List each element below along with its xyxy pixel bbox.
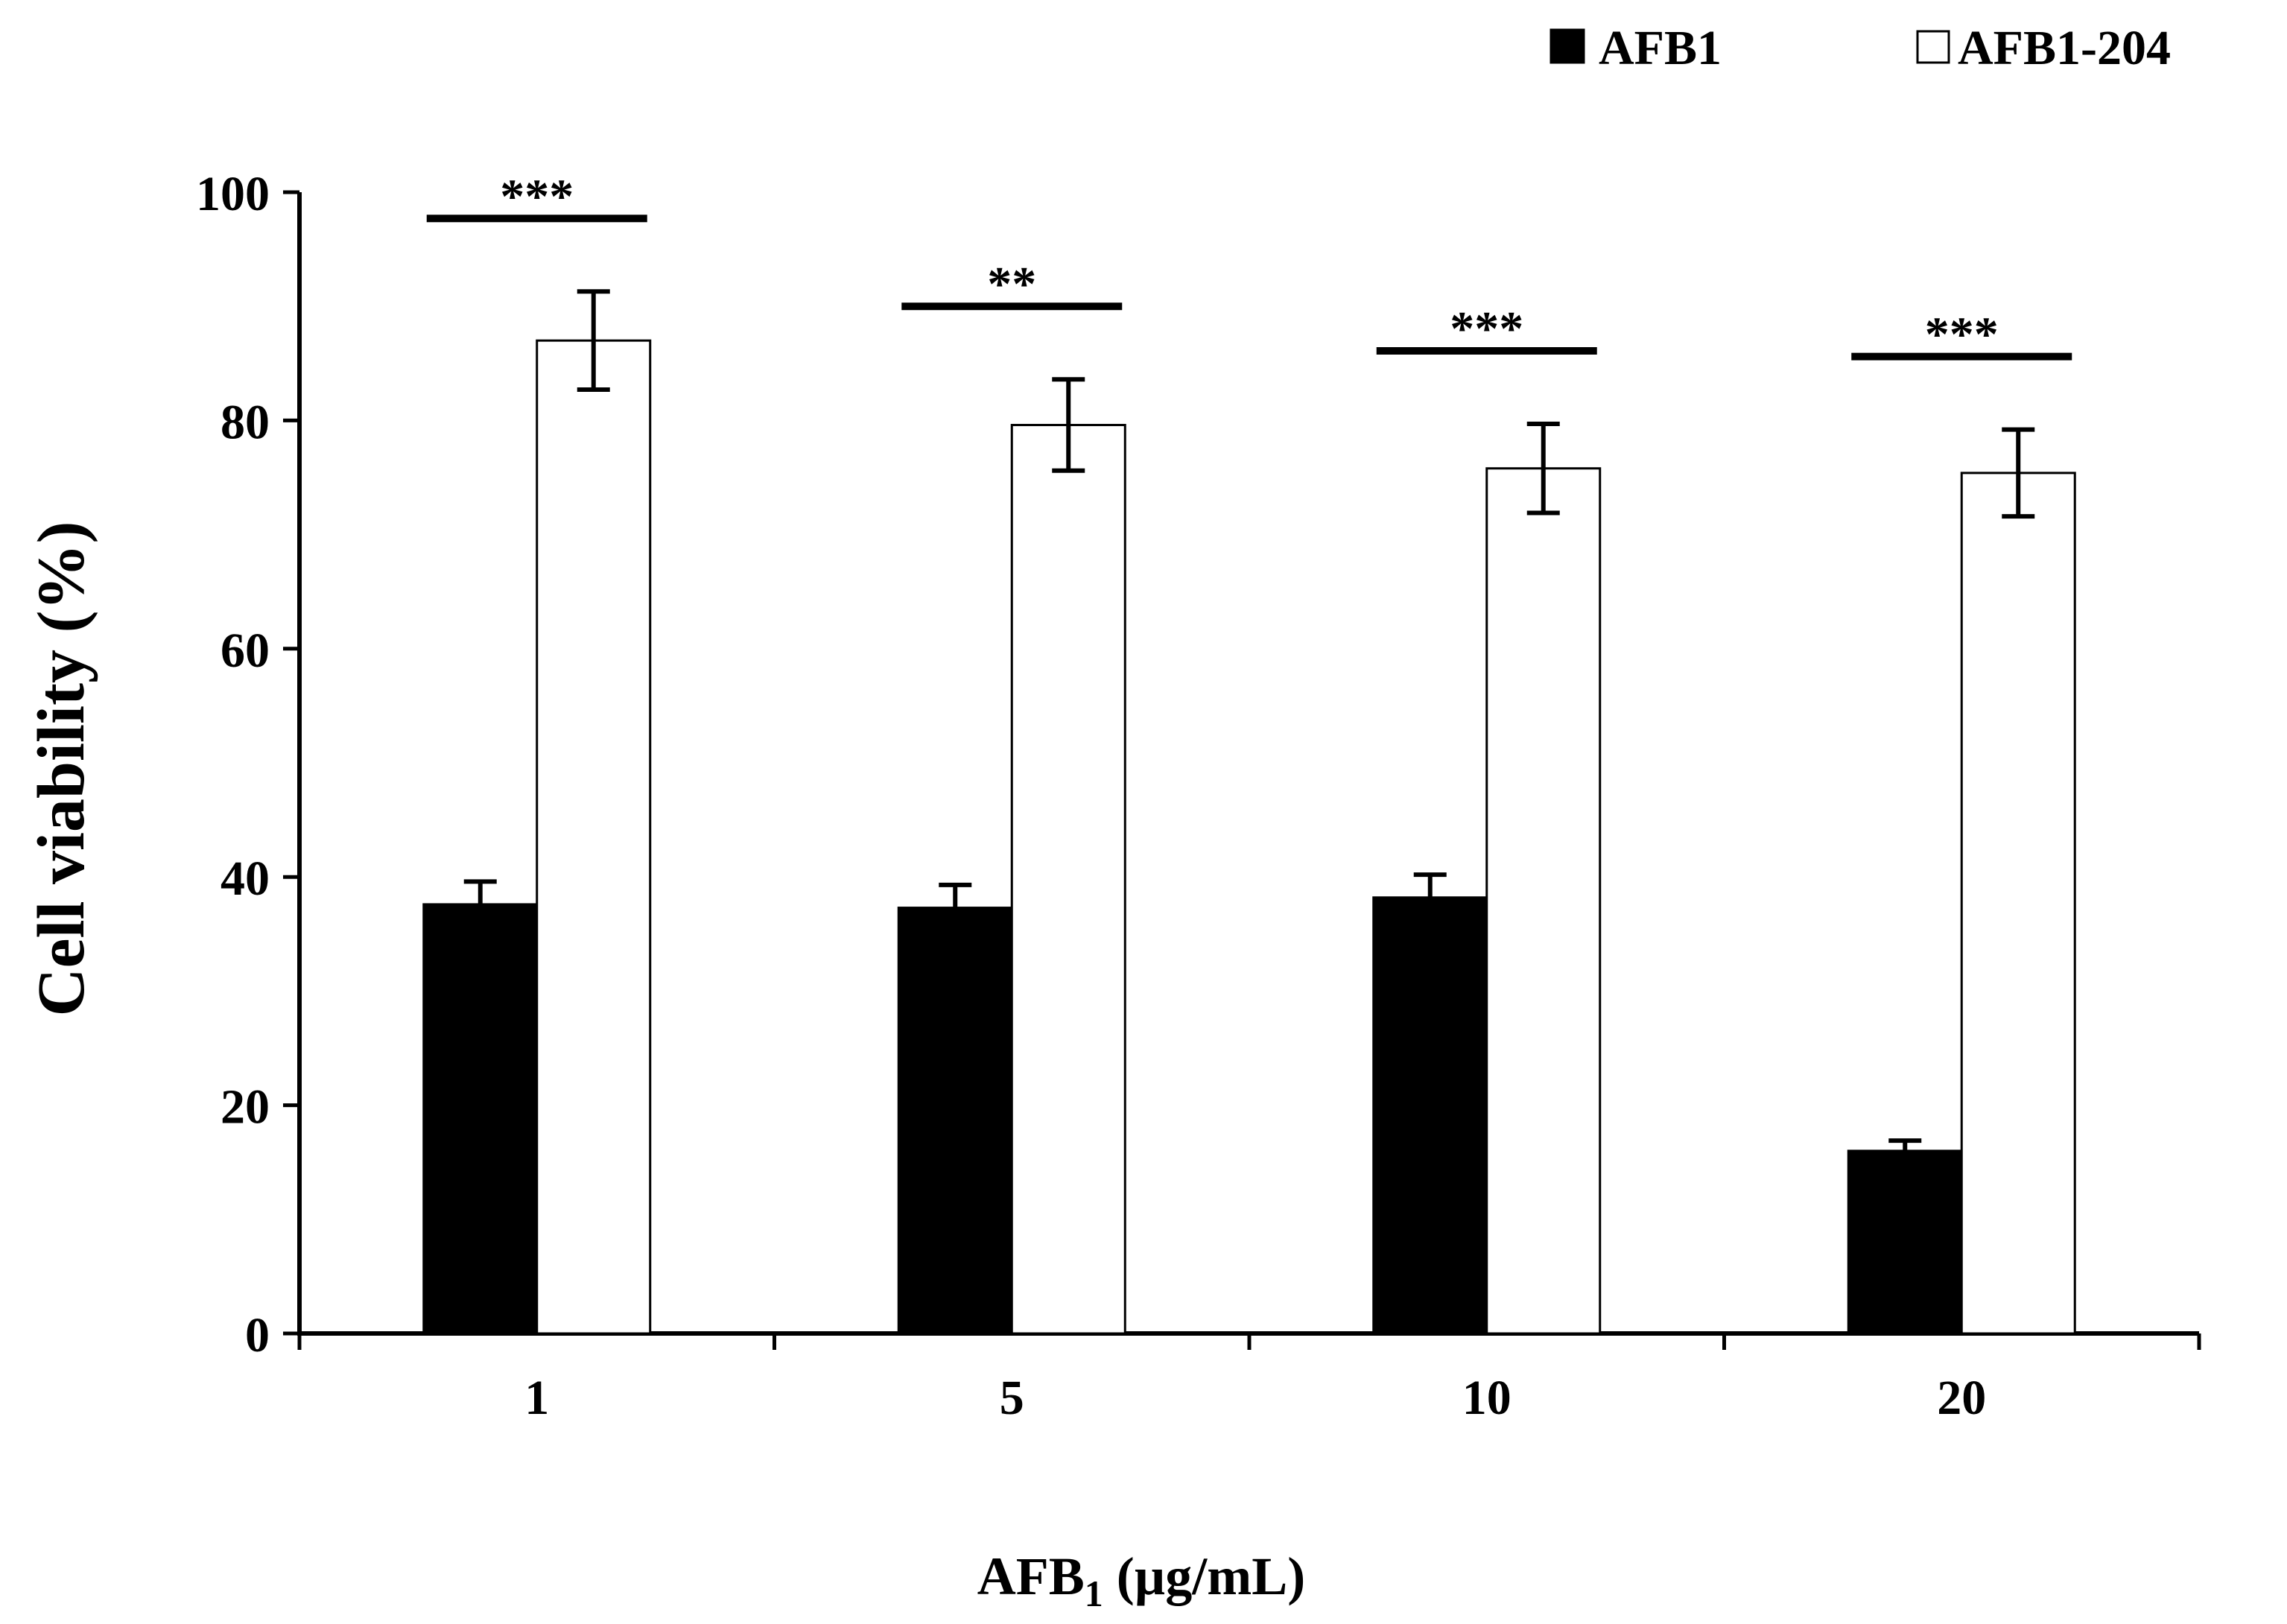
bar-afb1-204-20 [1960,472,2076,1335]
legend-label-afb1: AFB1 [1599,21,1722,75]
y-tick-label: 40 [221,851,270,906]
bar-afb1-5 [897,907,1013,1335]
x-tick-label: 20 [1937,1371,1986,1425]
legend-swatch-afb1-204 [1916,30,1950,64]
bar-afb1-204-5 [1010,424,1126,1335]
legend-swatch-afb1 [1549,28,1585,64]
bar-afb1-1 [422,903,539,1335]
significance-label: *** [500,169,574,223]
y-tick-label: 20 [221,1080,270,1135]
x-tick-label: 10 [1462,1371,1512,1425]
y-tick-label: 0 [245,1308,270,1363]
y-tick-label: 100 [196,167,270,221]
bar-afb1-204-1 [536,339,652,1335]
bar-afb1-10 [1372,896,1488,1335]
plot-area: 0 20 40 60 80 100 1 *** 5 ** 10 *** 20 *** [196,167,2201,1425]
legend-label-afb1-204: AFB1-204 [1958,21,2171,75]
y-tick-label: 60 [221,624,270,678]
y-axis-label: Cell viability (%) [25,521,98,1017]
significance-label: *** [1925,308,1999,362]
significance-label: *** [1450,302,1523,356]
x-tick-label: 1 [524,1371,549,1425]
x-axis-label: AFB1 (µg/mL) [977,1547,1305,1614]
x-tick-label: 5 [1000,1371,1024,1425]
significance-label: ** [987,257,1036,311]
bar-afb1-204-10 [1485,467,1602,1335]
y-tick-label: 80 [221,395,270,449]
bar-afb1-20 [1847,1149,1963,1335]
legend: AFB1 AFB1-204 [1549,21,2171,75]
x-axis-label-subscript: 1 [1085,1573,1103,1614]
